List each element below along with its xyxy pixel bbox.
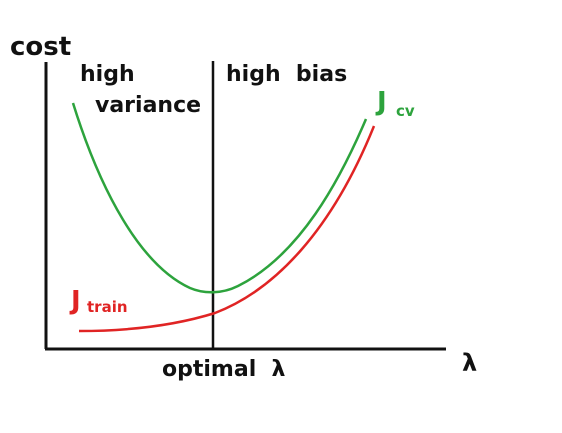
train-curve (78, 125, 376, 333)
train-curve-subscript: train (87, 298, 128, 316)
high-variance-label-line1: high (80, 62, 135, 87)
x-axis-label: λ (462, 349, 478, 377)
high-variance-label-line2: variance (95, 93, 202, 118)
cv-curve (71, 102, 368, 294)
high-bias-label: high bias (226, 62, 348, 87)
cv-curve-label: J (377, 87, 387, 117)
train-curve-label: J (71, 286, 81, 316)
optimal-lambda-label: optimal λ (162, 357, 286, 382)
cv-curve-subscript: cv (396, 102, 415, 120)
y-axis-label: cost (10, 32, 72, 62)
